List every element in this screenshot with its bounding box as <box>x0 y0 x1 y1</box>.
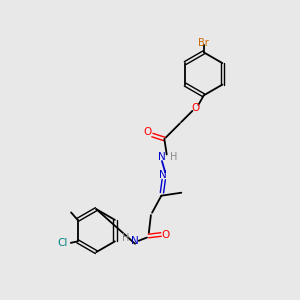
Text: Br: Br <box>198 38 209 48</box>
Text: N: N <box>131 236 139 246</box>
Text: N: N <box>158 152 166 163</box>
Text: O: O <box>191 103 200 113</box>
Text: N: N <box>159 170 167 180</box>
Text: H: H <box>122 233 130 243</box>
Text: H: H <box>170 152 178 163</box>
Text: O: O <box>161 230 170 239</box>
Text: Cl: Cl <box>58 238 68 248</box>
Text: O: O <box>144 127 152 137</box>
